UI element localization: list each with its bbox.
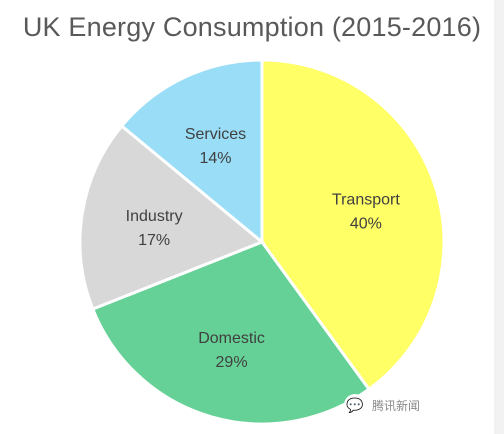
right-edge-strip <box>494 0 504 434</box>
watermark-text: 腾讯新闻 <box>372 398 421 413</box>
slice-value-services: 14% <box>199 150 231 167</box>
pie-slice-domestic <box>90 240 372 426</box>
chat-bubble-icon: 💬 <box>344 394 366 416</box>
watermark: 💬 腾讯新闻 <box>344 394 420 416</box>
slice-label-services: Services <box>185 126 246 143</box>
chart-title: UK Energy Consumption (2015-2016) <box>22 12 482 42</box>
slice-value-transport: 40% <box>350 215 382 232</box>
slice-label-transport: Transport <box>332 191 400 208</box>
slice-label-domestic: Domestic <box>198 330 265 347</box>
pie-slice-industry <box>78 123 265 311</box>
slice-value-industry: 17% <box>138 232 170 249</box>
slice-label-industry: Industry <box>126 208 183 225</box>
slice-value-domestic: 29% <box>216 354 248 371</box>
pie-slice-transport <box>260 58 446 392</box>
pie-slice-services <box>119 58 264 246</box>
